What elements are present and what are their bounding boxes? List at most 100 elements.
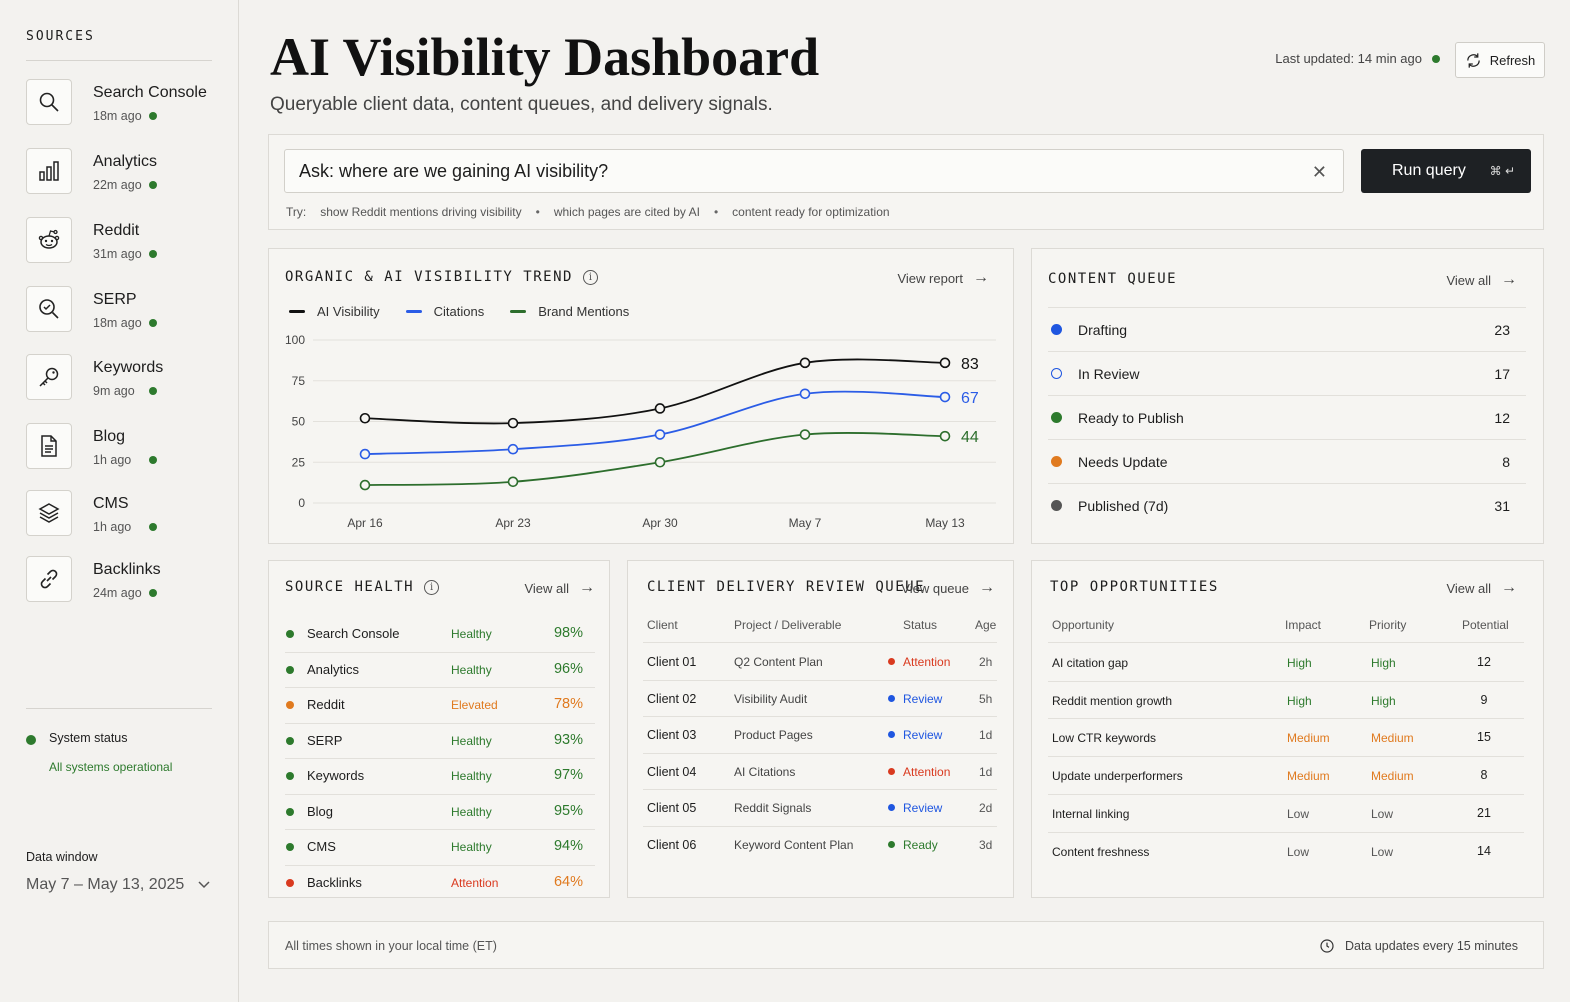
sidebar-item-search-console[interactable]: Search Console 18m ago [26, 79, 216, 127]
table-row[interactable]: Client 03 Product Pages Review 1d [628, 716, 1013, 752]
column-header: Project / Deliverable [734, 618, 842, 632]
legend-item[interactable]: Citations [405, 304, 484, 319]
source-status-dot [149, 456, 157, 464]
table-row[interactable]: Backlinks Attention 64% [269, 864, 609, 900]
table-row[interactable]: Client 01 Q2 Content Plan Attention 2h [628, 643, 1013, 679]
delivery-age: 2d [979, 801, 993, 815]
table-row[interactable]: Client 04 AI Citations Attention 1d [628, 752, 1013, 789]
hint-link[interactable]: show Reddit mentions driving visibility [320, 205, 522, 219]
delivery-status-dot [888, 804, 895, 811]
table-row[interactable]: Reddit mention growth High High 9 [1032, 680, 1543, 718]
sidebar-item-backlinks[interactable]: Backlinks 24m ago [26, 556, 216, 604]
table-row[interactable]: Internal linking Low Low 21 [1032, 793, 1543, 831]
queue-count: 8 [1502, 454, 1510, 470]
table-row[interactable]: Update underperformers Medium Medium 8 [1032, 756, 1543, 793]
opportunity-potential: 8 [1480, 768, 1488, 783]
source-icon-box [26, 556, 72, 602]
source-name: Blog [93, 428, 126, 445]
delivery-age: 5h [979, 691, 993, 706]
opportunity-impact: High [1287, 693, 1312, 708]
hint-link[interactable]: content ready for optimization [732, 205, 890, 219]
refresh-label: Refresh [1489, 52, 1536, 68]
delivery-project: Keyword Content Plan [734, 837, 854, 852]
clear-icon[interactable]: ✕ [1311, 162, 1327, 182]
legend-item[interactable]: AI Visibility [289, 304, 380, 319]
sidebar-item-cms[interactable]: CMS 1h ago [26, 490, 216, 538]
health-status: Elevated [451, 698, 498, 712]
table-row[interactable]: Client 05 Reddit Signals Review 2d [628, 789, 1013, 825]
data-window-select[interactable]: May 7 – May 13, 2025 [26, 876, 210, 894]
opportunities-view-all[interactable]: View all → [1446, 579, 1517, 597]
table-row[interactable]: CMS Healthy 94% [269, 829, 609, 864]
sidebar-item-keywords[interactable]: Keywords 9m ago [26, 354, 216, 402]
sidebar-item-reddit[interactable]: Reddit 31m ago [26, 217, 216, 265]
sidebar-item-blog[interactable]: Blog 1h ago [26, 423, 216, 471]
row-divider [643, 679, 997, 681]
source-icon-box [26, 490, 72, 536]
opportunity-priority: High [1371, 656, 1396, 670]
source-icon-box [26, 423, 72, 469]
delivery-client: Client 06 [647, 837, 697, 852]
run-query-button[interactable]: Run query ⌘ ↵ [1361, 149, 1531, 193]
source-status-dot [149, 523, 157, 531]
hint-link[interactable]: which pages are cited by AI [553, 205, 700, 219]
page-subtitle: Queryable client data, content queues, a… [270, 94, 773, 115]
row-divider [1048, 642, 1524, 643]
link-icon [40, 569, 58, 589]
queue-row[interactable]: Needs Update 8 [1048, 439, 1526, 483]
source-health-view-all[interactable]: View all → [524, 579, 595, 597]
view-report-link[interactable]: View report → [897, 269, 989, 287]
queue-count: 17 [1494, 366, 1510, 382]
refresh-button[interactable]: Refresh [1455, 42, 1545, 78]
info-icon[interactable]: i [582, 269, 598, 285]
health-status: Healthy [451, 840, 492, 854]
table-row[interactable]: AI citation gap High High 12 [1032, 643, 1543, 680]
column-header: Potential [1462, 618, 1509, 632]
source-status-dot [149, 589, 157, 597]
legend-swatch [405, 310, 422, 313]
health-percent: 98% [553, 625, 583, 641]
table-row[interactable]: Content freshness Low Low 14 [1032, 831, 1543, 869]
content-queue-view-all[interactable]: View all → [1446, 271, 1517, 289]
sidebar-divider [26, 60, 212, 61]
table-row[interactable]: Analytics Healthy 96% [269, 651, 609, 687]
opportunity-name: AI citation gap [1052, 656, 1129, 670]
query-input[interactable]: Ask: where are we gaining AI visibility?… [284, 149, 1344, 193]
health-status: Healthy [451, 769, 492, 783]
delivery-client: Client 01 [647, 655, 697, 669]
row-divider [1048, 756, 1524, 758]
opportunity-potential: 14 [1477, 843, 1491, 858]
opportunity-impact: Low [1287, 806, 1310, 821]
view-all-label: View all [1446, 580, 1491, 596]
source-time: 9m ago [93, 384, 135, 398]
queue-label: Ready to Publish [1078, 410, 1184, 426]
source-status-dot [149, 319, 157, 327]
opportunity-priority: Low [1371, 844, 1394, 859]
sidebar-item-serp[interactable]: SERP 18m ago [26, 286, 216, 334]
health-source-name: Search Console [307, 626, 400, 641]
table-row[interactable]: Blog Healthy 95% [269, 793, 609, 829]
sidebar-item-analytics[interactable]: Analytics 22m ago [26, 148, 216, 196]
table-row[interactable]: Client 06 Keyword Content Plan Ready 3d [628, 825, 1013, 862]
queue-row[interactable]: Published (7d) 31 [1048, 483, 1526, 527]
queue-row[interactable]: In Review 17 [1048, 351, 1526, 395]
legend-item[interactable]: Brand Mentions [510, 304, 629, 319]
table-row[interactable]: Search Console Healthy 98% [269, 616, 609, 651]
delivery-view-queue[interactable]: View queue → [901, 579, 995, 597]
y-tick-label: 100 [285, 333, 305, 347]
table-row[interactable]: Reddit Elevated 78% [269, 687, 609, 722]
table-row[interactable]: Low CTR keywords Medium Medium 15 [1032, 718, 1543, 755]
health-status-dot [286, 843, 294, 851]
health-percent: 78% [553, 696, 583, 712]
system-status-dot [26, 735, 36, 745]
source-status-dot [149, 387, 157, 395]
queue-row[interactable]: Ready to Publish 12 [1048, 395, 1526, 439]
queue-row[interactable]: Drafting 23 [1048, 307, 1526, 351]
table-row[interactable]: SERP Healthy 93% [269, 722, 609, 758]
table-row[interactable]: Keywords Healthy 97% [269, 758, 609, 793]
key-icon [39, 367, 59, 387]
source-health-card: SOURCE HEALTH i View all → Search Consol… [268, 560, 610, 898]
reddit-icon [38, 229, 60, 249]
info-icon[interactable]: i [424, 579, 440, 595]
table-row[interactable]: Client 02 Visibility Audit Review 5h [628, 679, 1013, 716]
